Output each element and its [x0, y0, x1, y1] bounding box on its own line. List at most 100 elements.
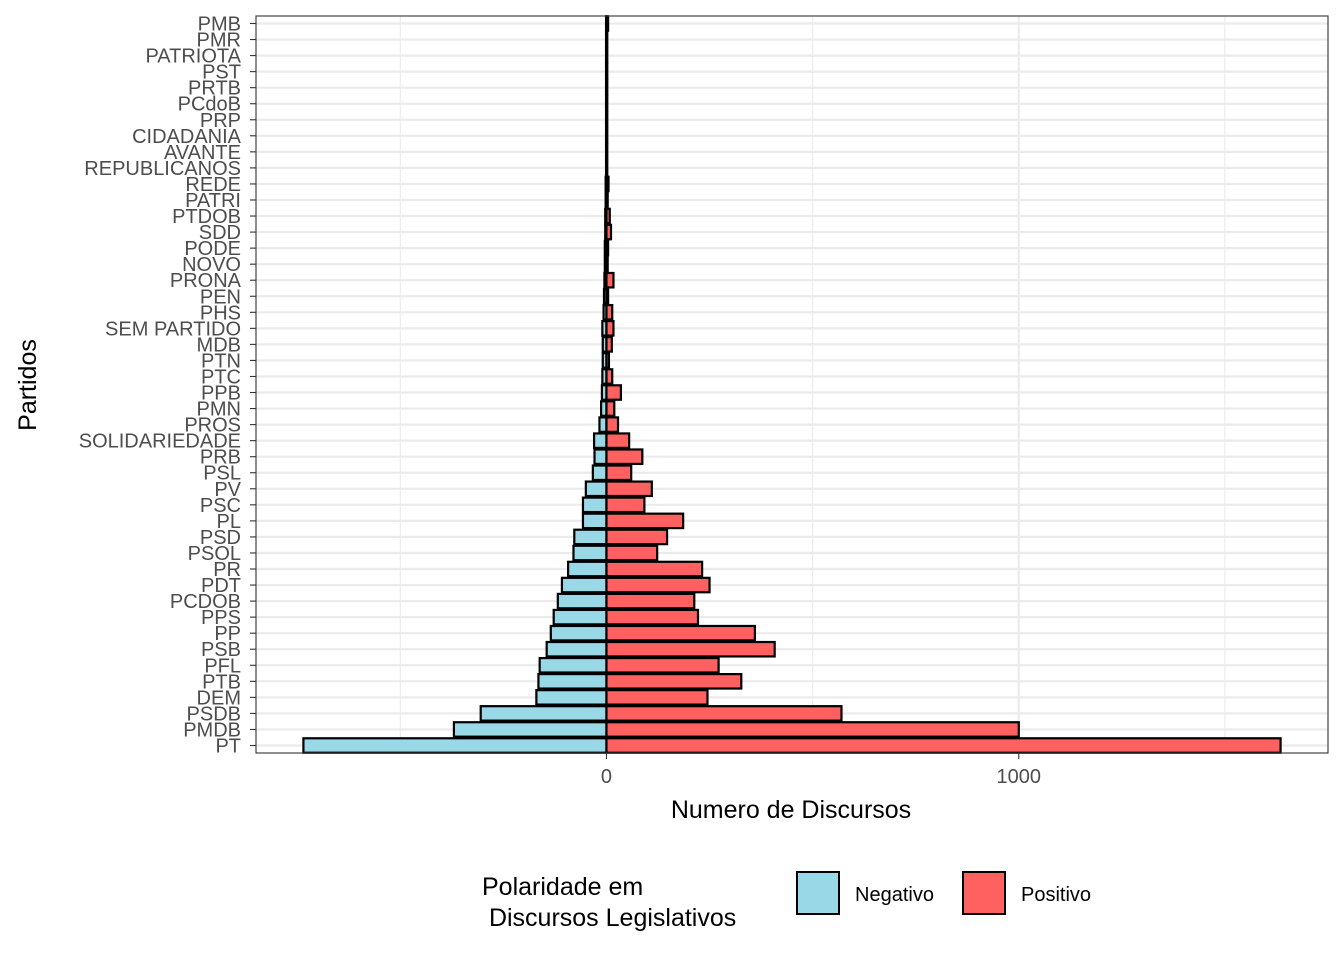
bar-positivo-psb: [605, 640, 776, 658]
y-tick-label: PRP: [200, 110, 241, 132]
y-tick-label: PTC: [201, 366, 241, 388]
y-axis: PTPMDBPSDBDEMPTBPFLPSBPPPPSPCDOBPDTPRPSO…: [79, 14, 256, 758]
y-tick-label: CIDADANIA: [132, 126, 242, 148]
bar-negativo-pcdob: [556, 592, 608, 610]
y-tick-label: PT: [215, 736, 241, 758]
bars: [302, 15, 1282, 754]
bar-positivo-pcdob: [605, 95, 609, 113]
bar-positivo-pp: [605, 624, 756, 642]
legend-title-line-1: Polaridade em: [482, 873, 643, 901]
bar-negativo-pt: [302, 737, 608, 754]
bar-positivo-avante: [605, 143, 609, 161]
bar-positivo-psc: [605, 496, 646, 514]
bar-negativo-pv: [584, 480, 608, 498]
bar-positivo-pv: [605, 480, 653, 498]
legend: Polaridade em Discursos Legislativos Neg…: [482, 871, 1091, 932]
bar-positivo-pcdob: [605, 592, 696, 610]
bar-positivo-mdb: [605, 336, 613, 353]
y-tick-label: PP: [214, 623, 241, 645]
plot-background: [256, 16, 1328, 753]
legend-label-negativo: Negativo: [855, 884, 934, 906]
bar-positivo-prona: [605, 271, 615, 289]
bar-negativo-pps: [552, 608, 608, 626]
y-tick-label: DEM: [197, 687, 241, 709]
bar-positivo-pt: [605, 737, 1282, 754]
y-tick-label: PV: [214, 479, 241, 501]
x-axis: 0 1000: [601, 753, 1041, 788]
y-tick-label: PDT: [201, 575, 241, 597]
bar-negativo-psol: [572, 544, 608, 562]
bar-positivo-pros: [605, 416, 620, 433]
bar-positivo-ptn: [605, 352, 611, 369]
bar-negativo-ptb: [537, 673, 608, 690]
bar-positivo-cidadania: [605, 127, 609, 145]
y-tick-label: REDE: [185, 174, 241, 196]
bar-negativo-pr: [567, 560, 608, 578]
bar-positivo-pen: [605, 287, 610, 305]
bar-positivo-patri: [605, 191, 609, 209]
y-tick-label: AVANTE: [164, 142, 241, 164]
bar-negativo-psd: [573, 528, 608, 546]
y-tick-label: PODE: [184, 238, 241, 260]
plot-panel-border: [255, 15, 1329, 754]
legend-key-positivo: [962, 871, 1006, 915]
bar-positivo-pl: [605, 512, 685, 530]
bar-negativo-pdt: [560, 576, 608, 594]
y-tick-label: SOLIDARIEDADE: [79, 431, 241, 453]
bar-negativo-psb: [545, 640, 608, 658]
bar-positivo-prb: [605, 448, 644, 466]
y-tick-label: PSOL: [188, 543, 241, 565]
bar-positivo-sem-partido: [605, 320, 615, 337]
y-tick-label: PTB: [202, 671, 241, 693]
y-tick-label: PRONA: [170, 270, 242, 292]
bar-positivo-pdt: [605, 576, 711, 594]
y-tick-label: PATRIOTA: [145, 46, 241, 68]
bar-negativo-pp: [549, 624, 608, 642]
y-tick-label: PSL: [203, 463, 241, 485]
legend-label-positivo: Positivo: [1021, 884, 1091, 906]
y-tick-label: PPB: [201, 383, 241, 405]
x-tick-label: 0: [601, 766, 612, 788]
y-tick-label: PSC: [200, 495, 241, 517]
legend-key-negativo: [796, 871, 840, 915]
bar-negativo-psl: [591, 464, 608, 482]
bar-positivo-republicanos: [605, 159, 609, 177]
bar-positivo-novo: [605, 255, 609, 273]
y-tick-label: SDD: [199, 222, 241, 244]
y-tick-label: PTN: [201, 350, 241, 372]
y-tick-label: REPUBLICANOS: [84, 158, 241, 180]
bar-positivo-pmn: [605, 400, 616, 417]
bar-positivo-sdd: [605, 223, 613, 241]
y-tick-label: PSB: [201, 639, 241, 661]
y-tick-label: PSDB: [187, 703, 241, 725]
bar-positivo-patriota: [605, 47, 609, 64]
y-tick-label: PTDOB: [172, 206, 241, 228]
bar-negativo-psc: [581, 496, 608, 514]
bar-negativo-pl: [581, 512, 608, 530]
bar-positivo-pode: [605, 239, 610, 257]
y-tick-label: PEN: [200, 286, 241, 308]
bar-negativo-prb: [593, 448, 608, 466]
y-tick-label: MDB: [197, 334, 241, 356]
bar-positivo-pr: [605, 560, 704, 578]
bar-positivo-ptdob: [605, 207, 611, 225]
y-tick-label: PRTB: [188, 78, 241, 100]
y-tick-label: PCDOB: [170, 591, 241, 613]
bar-positivo-pmr: [605, 31, 609, 48]
grid-minor: [399, 16, 1226, 753]
bar-negativo-pmdb: [452, 721, 608, 738]
bar-positivo-ptc: [605, 368, 614, 385]
y-tick-label: PL: [217, 511, 241, 533]
y-tick-label: PFL: [204, 655, 241, 677]
y-tick-label: PROS: [184, 415, 241, 437]
bar-positivo-rede: [605, 175, 610, 193]
legend-title-line-2: Discursos Legislativos: [482, 904, 736, 932]
bar-negativo-pfl: [538, 656, 608, 674]
y-tick-label: PST: [202, 62, 241, 84]
bar-negativo-psdb: [479, 705, 608, 722]
x-axis-title: Numero de Discursos: [671, 796, 911, 824]
x-tick-label: 1000: [997, 766, 1042, 788]
bar-positivo-psdb: [605, 705, 843, 722]
bar-positivo-ptb: [605, 673, 743, 690]
